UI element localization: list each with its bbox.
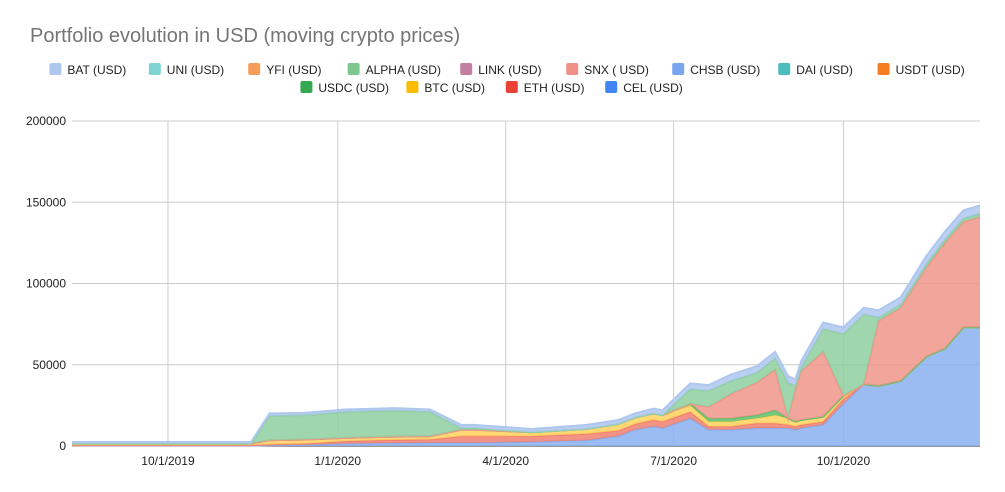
area-cel-usd	[72, 327, 980, 446]
legend-label: USDC (USD)	[318, 81, 389, 95]
legend-swatch	[460, 63, 473, 75]
x-tick-label: 10/1/2020	[817, 454, 871, 468]
legend-label: BTC (USD)	[424, 81, 485, 95]
x-tick-label: 4/1/2020	[482, 454, 529, 468]
legend-label: DAI (USD)	[796, 63, 853, 77]
y-tick-label: 150000	[26, 195, 66, 209]
legend-label: CHSB (USD)	[690, 63, 760, 77]
legend-label: USDT (USD)	[896, 63, 965, 77]
y-tick-label: 100000	[26, 277, 66, 291]
y-tick-label: 0	[59, 439, 66, 453]
y-tick-label: 50000	[33, 358, 67, 372]
legend-label: UNI (USD)	[167, 63, 224, 77]
legend-label: ALPHA (USD)	[366, 63, 441, 77]
legend-swatch	[672, 63, 685, 75]
legend-swatch	[877, 63, 890, 75]
legend-swatch	[49, 63, 62, 75]
legend-swatch	[566, 63, 579, 75]
x-tick-label: 7/1/2020	[650, 454, 697, 468]
legend-swatch	[406, 81, 419, 93]
series-line	[72, 204, 981, 443]
legend-label: LINK (USD)	[478, 63, 541, 77]
area-snx-usd	[72, 216, 980, 444]
legend-swatch	[248, 63, 261, 75]
legend-label: CEL (USD)	[623, 81, 683, 95]
x-tick-label: 1/1/2020	[314, 454, 361, 468]
legend-label: BAT (USD)	[67, 63, 126, 77]
legend-swatch	[148, 63, 161, 75]
y-tick-label: 200000	[26, 114, 66, 128]
legend-label: SNX ( USD)	[584, 63, 649, 77]
legend-swatch	[300, 81, 313, 93]
legend: BAT (USD) UNI (USD) YFI (USD) ALPHA (USD) LI…	[49, 63, 965, 95]
legend-swatch	[505, 81, 518, 93]
legend-swatch	[347, 63, 360, 75]
x-tick-label: 10/1/2019	[141, 454, 195, 468]
axes: 0 50000 100000 150000 200000 10/1/2019 1/1/202…	[26, 114, 870, 468]
legend-label: YFI (USD)	[266, 63, 321, 77]
legend-swatch	[605, 81, 618, 93]
legend-label: ETH (USD)	[524, 81, 585, 95]
legend-swatch	[778, 63, 791, 75]
chart-title: Portfolio evolution in USD (moving crypt…	[30, 25, 460, 47]
area-series	[72, 204, 981, 447]
